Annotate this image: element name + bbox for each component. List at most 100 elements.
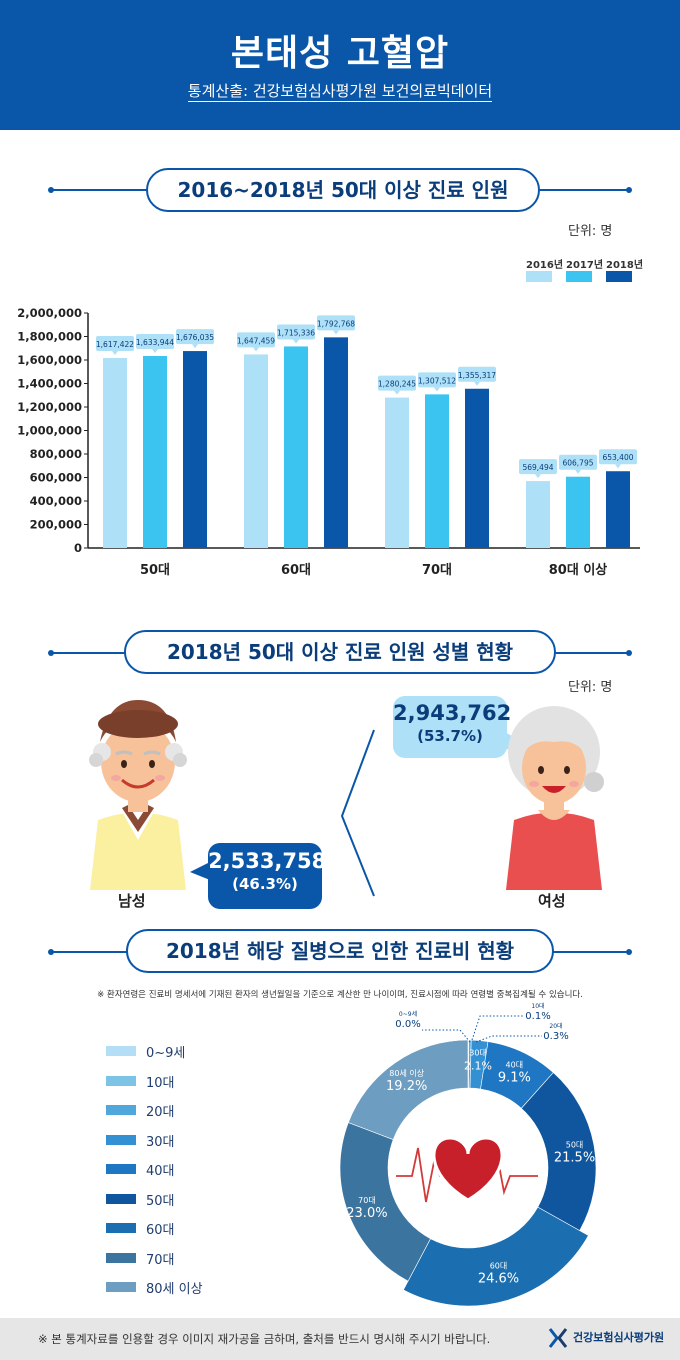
y-tick-label: 200,000 — [30, 518, 82, 532]
y-tick-label: 1,400,000 — [17, 377, 82, 391]
pie-legend-swatch — [106, 1252, 136, 1263]
x-category-label: 80대 이상 — [549, 562, 608, 578]
pie-legend-label: 0~9세 — [146, 1046, 186, 1061]
pie-legend-label: 60대 — [146, 1223, 175, 1238]
footer: ※ 본 통계자료를 인용할 경우 이미지 재가공을 금하며, 출처를 반드시 명… — [0, 1318, 680, 1360]
bar — [103, 357, 127, 548]
source-line: 통계산출: 건강보험심사평가원 보건의료빅데이터 — [0, 80, 680, 102]
donut-slice — [402, 1206, 589, 1307]
pie-legend-label: 20대 — [146, 1105, 175, 1120]
callout-category-label: 0~9세 — [399, 1010, 417, 1018]
section1-unit: 단위: 명 — [568, 224, 613, 239]
male-label: 남성 — [118, 892, 146, 910]
bar — [566, 476, 590, 548]
y-tick-label: 2,000,000 — [17, 306, 82, 320]
bar-value-label: 1,355,317 — [458, 371, 496, 380]
value-label-box — [317, 315, 355, 331]
female-count: 2,943,762 — [393, 701, 512, 725]
bar-value-label: 1,307,512 — [418, 376, 456, 385]
male-count: 2,533,758 — [208, 849, 327, 873]
y-tick-label: 400,000 — [30, 494, 82, 508]
legend-2017-swatch — [566, 271, 592, 282]
org-name: 건강보험심사평가원 — [573, 1331, 665, 1344]
bar — [606, 471, 630, 548]
pie-legend-label: 40대 — [146, 1164, 175, 1179]
slice-value-label: 23.0% — [346, 1206, 387, 1221]
value-label-tail — [293, 339, 299, 344]
callout-value-label: 0.3% — [543, 1031, 568, 1042]
pie-legend-swatch — [106, 1075, 136, 1086]
bar — [526, 481, 550, 548]
y-tick-label: 1,000,000 — [17, 424, 82, 438]
slice-value-label: 21.5% — [554, 1150, 595, 1165]
legend-2018-swatch — [606, 271, 632, 282]
female-count-bubble: 2,943,762 (53.7%) — [393, 696, 512, 758]
y-tick-label: 1,800,000 — [17, 330, 82, 344]
y-tick-label: 1,600,000 — [17, 353, 82, 367]
slice-value-label: 2.1% — [464, 1059, 492, 1072]
pie-legend-label: 70대 — [146, 1252, 175, 1268]
value-label-box — [458, 366, 496, 382]
value-label-tail — [394, 390, 400, 395]
header-banner: 본태성 고혈압 통계산출: 건강보험심사평가원 보건의료빅데이터 — [0, 0, 680, 130]
slice-category-label: 70대 — [358, 1196, 376, 1205]
pie-legend-swatch — [106, 1223, 136, 1233]
value-label-box — [136, 334, 174, 350]
value-label-tail — [192, 344, 198, 349]
slice-category-label: 50대 — [566, 1140, 584, 1149]
y-tick-label: 0 — [74, 541, 82, 555]
slice-category-label: 60대 — [490, 1262, 508, 1271]
legend-2016-label: 2016년 — [526, 260, 564, 271]
pie-legend-label: 10대 — [146, 1075, 175, 1091]
y-tick-label: 1,200,000 — [17, 400, 82, 414]
female-label: 여성 — [538, 892, 566, 910]
page-title: 본태성 고혈압 — [230, 33, 450, 74]
value-label-tail — [615, 464, 621, 469]
donut-slice — [347, 1039, 469, 1140]
callout-category-label: 20대 — [549, 1022, 562, 1030]
bar — [183, 351, 207, 548]
section2-dot-right — [626, 650, 632, 656]
bar-value-label: 653,400 — [602, 453, 633, 462]
value-label-tail — [474, 381, 480, 386]
value-label-tail — [152, 349, 158, 354]
callout-line — [471, 1015, 524, 1041]
value-label-box — [277, 324, 315, 340]
section1-dot-right — [626, 187, 632, 193]
bar-value-label: 569,494 — [522, 463, 553, 472]
callout-category-label: 10대 — [531, 1002, 544, 1010]
slice-category-label: 80세 이상 — [389, 1068, 424, 1078]
bar — [284, 346, 308, 548]
section2-title: 2018년 50대 이상 진료 인원 성별 현황 — [124, 630, 556, 674]
female-pct: (53.7%) — [417, 727, 483, 745]
legend-2017-label: 2017년 — [566, 260, 604, 271]
pie-legend-label: 80세 이상 — [146, 1282, 203, 1297]
value-label-box — [418, 372, 456, 388]
slice-value-label: 9.1% — [498, 1070, 531, 1085]
value-label-box — [237, 332, 275, 348]
legend-2016-swatch — [526, 271, 552, 282]
callout-value-label: 0.1% — [525, 1011, 550, 1022]
value-label-box — [559, 454, 597, 470]
y-tick-label: 600,000 — [30, 471, 82, 485]
comparison-chevron-icon — [340, 729, 375, 897]
pie-legend-swatch — [106, 1046, 136, 1056]
pie-legend-label: 30대 — [146, 1134, 175, 1150]
bar — [244, 354, 268, 548]
bar — [465, 388, 489, 548]
male-bubble-tail — [190, 862, 210, 880]
value-label-tail — [535, 474, 541, 479]
male-count-bubble: 2,533,758 (46.3%) — [208, 843, 327, 909]
bar-value-label: 606,795 — [562, 459, 593, 468]
x-category-label: 60대 — [281, 563, 311, 578]
x-category-label: 50대 — [140, 563, 170, 578]
value-label-tail — [434, 387, 440, 392]
pie-legend-swatch — [106, 1193, 136, 1204]
heart-icon — [432, 1136, 504, 1202]
slice-value-label: 24.6% — [478, 1272, 519, 1287]
bar-chart: 0 200,000 400,000 600,000 800,000 1,000,000 1,… — [17, 306, 640, 578]
female-avatar-icon — [506, 706, 604, 890]
male-pct: (46.3%) — [232, 875, 298, 893]
bar — [143, 356, 167, 548]
